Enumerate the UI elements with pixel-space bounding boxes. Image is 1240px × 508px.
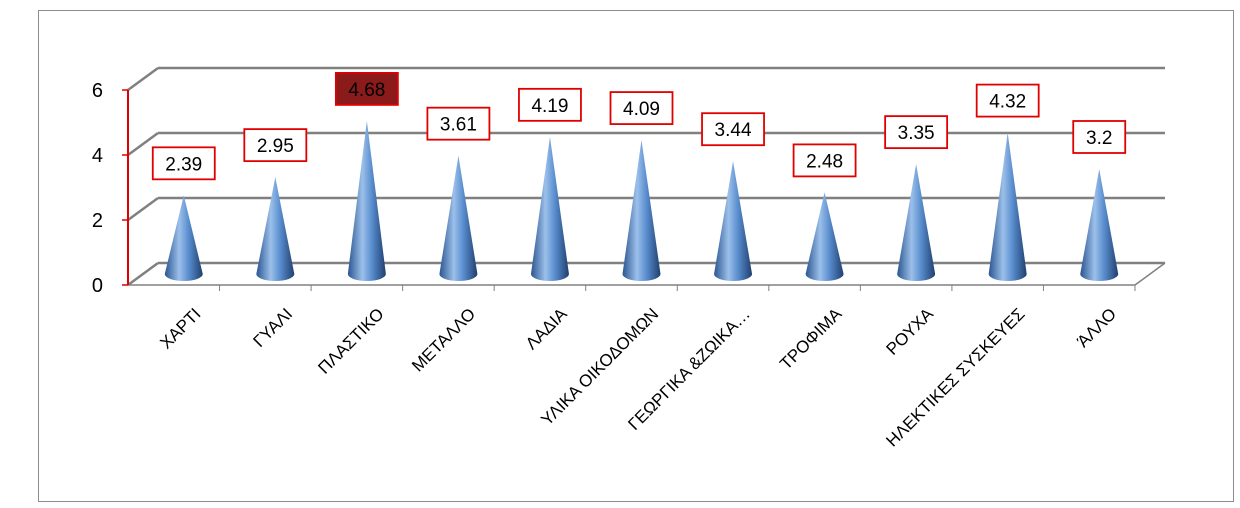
data-label: 4.68 xyxy=(334,72,399,106)
data-label-text: 2.39 xyxy=(165,154,202,175)
data-label: 3.61 xyxy=(426,106,491,141)
data-label-text: 4.68 xyxy=(348,80,385,101)
x-tick-label: ΛΑΔΙΑ xyxy=(522,304,571,353)
x-tick-label: ΆΛΛΟ xyxy=(1073,304,1120,351)
data-label-box xyxy=(609,91,674,125)
y-tick-label: 4 xyxy=(92,145,103,167)
x-tick-label: ΡΟΥΧΑ xyxy=(882,304,937,359)
x-tick-label: ΧΑΡΤΙ xyxy=(156,304,204,352)
x-tick-label: ΓΥΑΛΙ xyxy=(250,304,297,351)
data-label: 2.48 xyxy=(792,143,857,178)
data-label-text: 4.32 xyxy=(989,92,1026,113)
cone-bar xyxy=(714,161,753,282)
cone-bar xyxy=(256,177,295,282)
data-label-text: 2.48 xyxy=(806,151,843,172)
data-label-text: 3.61 xyxy=(440,115,477,136)
data-label-text: 3.2 xyxy=(1086,128,1112,149)
data-label: 3.44 xyxy=(701,112,765,147)
cone-bar xyxy=(530,136,569,282)
data-label-box xyxy=(792,143,857,178)
cone-bar xyxy=(164,195,203,282)
data-label-text: 2.95 xyxy=(257,136,294,157)
data-label-box xyxy=(151,146,216,181)
x-tick-label: ΜΕΤΑΛΛΟ xyxy=(408,304,479,375)
data-label: 3.35 xyxy=(884,115,949,150)
data-label: 2.39 xyxy=(151,146,216,181)
data-label-box xyxy=(1072,120,1127,154)
data-label: 2.95 xyxy=(243,128,308,163)
data-label: 4.19 xyxy=(518,87,582,122)
data-label-text: 3.44 xyxy=(715,120,752,141)
gridline-depth xyxy=(127,66,159,92)
cone-bar xyxy=(988,132,1027,281)
floor-right-edge xyxy=(1134,262,1166,286)
gridline-depth xyxy=(127,261,159,287)
data-labels: 2.39 2.95 4.68 3.61 4.19 4.09 3.44 2.48 3.35 4.32… xyxy=(151,72,1127,181)
data-label: 4.32 xyxy=(975,83,1040,118)
gridline-depth xyxy=(127,196,159,222)
cone-bar xyxy=(897,164,936,282)
gridline-depth xyxy=(127,131,159,157)
data-label-text: 3.35 xyxy=(898,123,935,144)
cone-bar xyxy=(805,192,844,282)
y-tick-label: 6 xyxy=(92,80,103,102)
data-label-box xyxy=(334,72,399,106)
cone-bar xyxy=(347,120,386,282)
data-label-box xyxy=(426,106,491,141)
data-label-box xyxy=(701,112,765,147)
data-label-box xyxy=(518,87,582,122)
value-axis: 0 2 4 6 xyxy=(92,80,129,297)
data-label-text: 4.19 xyxy=(531,96,568,117)
data-label-box xyxy=(243,128,308,163)
data-label-box xyxy=(975,83,1040,118)
data-label: 4.09 xyxy=(609,91,674,125)
y-tick-label: 0 xyxy=(92,275,103,297)
x-tick-label: ΠΛΑΣΤΙΚΟ xyxy=(314,304,387,377)
data-label-box xyxy=(884,115,949,150)
data-label: 3.2 xyxy=(1072,120,1127,154)
cone-bar xyxy=(622,140,661,282)
data-label-text: 4.09 xyxy=(623,99,660,120)
cone-bar xyxy=(439,155,478,282)
y-tick-label: 2 xyxy=(92,210,103,232)
cone-bar xyxy=(1080,169,1119,282)
x-tick-label: ΤΡΟΦΙΜΑ xyxy=(776,304,846,374)
cones xyxy=(164,120,1119,282)
